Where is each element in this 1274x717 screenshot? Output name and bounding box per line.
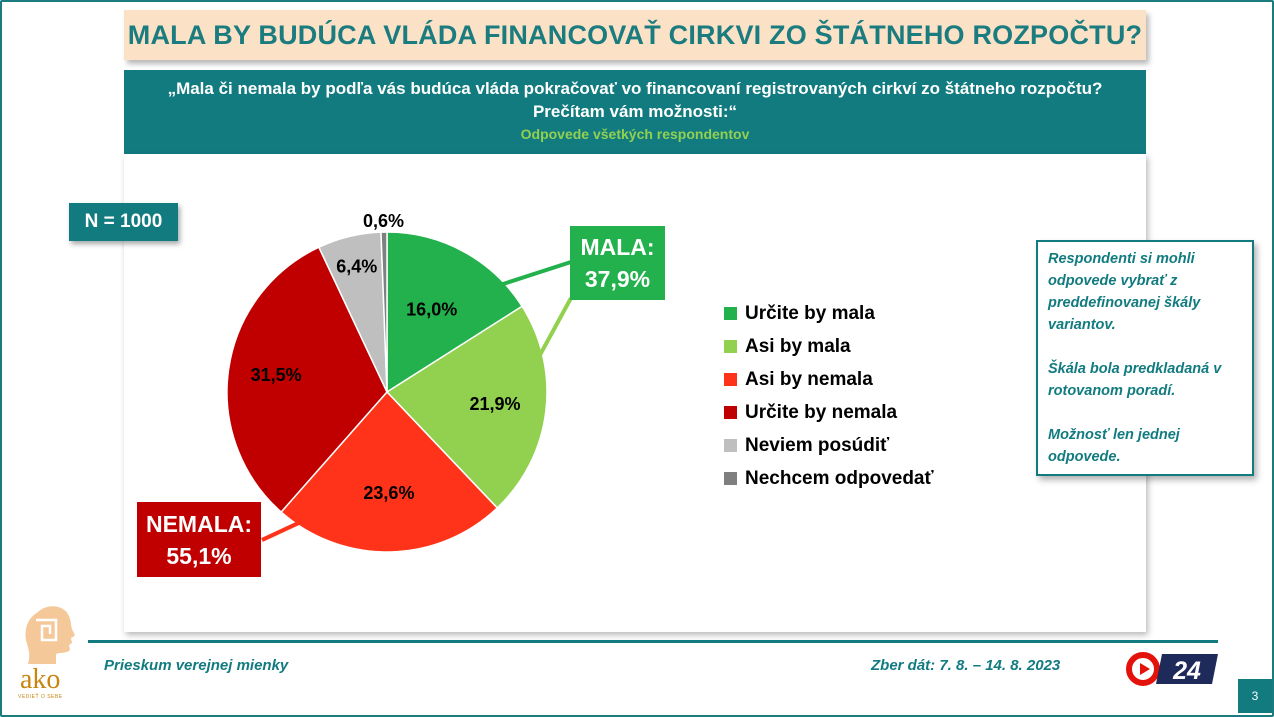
note-paragraph: Respondenti si mohli odpovede vybrať z p… xyxy=(1048,251,1201,333)
group-nemala-box: NEMALA: 55,1% xyxy=(137,502,261,577)
maze-icon xyxy=(36,618,58,642)
slice-asi-mala xyxy=(385,305,548,510)
legend-label: Asi by nemala xyxy=(745,368,873,390)
group-nemala-label: NEMALA: xyxy=(145,510,253,537)
slice-asi-nemala xyxy=(280,390,499,553)
footer-date-label: Zber dát: 7. 8. – 14. 8. 2023 xyxy=(871,657,1061,674)
ako-wordmark: ako xyxy=(20,664,60,695)
legend-label: Nechcem odpovedať xyxy=(745,467,934,489)
page-title: MALA BY BUDÚCA VLÁDA FINANCOVAŤ CIRKVI Z… xyxy=(127,19,1143,50)
slice-asi-mala-label: 21,9% xyxy=(469,394,520,414)
question-banner: „Mala či nemala by podľa vás budúca vlád… xyxy=(124,70,1146,154)
group-mala-label: MALA: xyxy=(580,234,655,260)
legend-label: Neviem posúdiť xyxy=(745,434,890,456)
connector-asi-mala-line xyxy=(496,297,573,433)
tv24-logo: 24 xyxy=(1126,652,1218,686)
note-paragraph: Možnosť len jednej odpovede. xyxy=(1048,427,1180,465)
legend-label: Asi by mala xyxy=(745,335,851,357)
slice-neviem-label: 6,4% xyxy=(336,256,377,276)
legend-swatch xyxy=(724,340,737,353)
methodology-note: Respondenti si mohli odpovede vybrať z p… xyxy=(1036,240,1254,476)
legend-label: Určite by mala xyxy=(745,302,875,324)
legend-label: Určite by nemala xyxy=(745,401,898,423)
legend-swatch xyxy=(724,406,737,419)
legend-swatch xyxy=(724,439,737,452)
legend-item: Nechcem odpovedať xyxy=(724,462,934,495)
slice-urcite-mala-label: 16,0% xyxy=(406,299,457,319)
group-mala-value: 37,9% xyxy=(584,266,651,292)
legend-swatch xyxy=(724,472,737,485)
legend-swatch xyxy=(724,307,737,320)
ring-icon xyxy=(1126,652,1160,686)
footer-survey-label: Prieskum verejnej mienky xyxy=(104,657,289,674)
ako-tagline: VEDIEŤ O SEBE xyxy=(18,692,63,700)
title-banner: MALA BY BUDÚCA VLÁDA FINANCOVAŤ CIRKVI Z… xyxy=(124,10,1146,60)
legend-item: Asi by nemala xyxy=(724,363,934,396)
note-paragraph: Škála bola predkladaná v rotovanom porad… xyxy=(1048,361,1222,399)
page-number: 3 xyxy=(1238,679,1272,713)
legend-item: Asi by mala xyxy=(724,330,934,363)
ako-logo: ako VEDIEŤ O SEBE xyxy=(18,606,75,700)
slice-urcite-nemala xyxy=(226,246,388,514)
play-icon xyxy=(1140,663,1150,675)
group-nemala-value: 55,1% xyxy=(166,542,232,569)
slice-asi-nemala-label: 23,6% xyxy=(363,483,414,503)
connector-nemala-line xyxy=(261,518,306,542)
head-silhouette-icon xyxy=(25,606,75,664)
base-text: Odpovede všetkých respondentov xyxy=(520,126,750,142)
group-mala-box: MALA: 37,9% xyxy=(570,226,665,300)
legend-swatch xyxy=(724,373,737,386)
legend-item: Určite by nemala xyxy=(724,396,934,429)
connector-mala-line xyxy=(499,260,572,287)
tv24-number: 24 xyxy=(1172,657,1201,685)
footer-divider xyxy=(88,640,1218,643)
tv24-badge xyxy=(1156,654,1218,684)
chart-legend: Určite by mala Asi by mala Asi by nemala… xyxy=(724,297,934,495)
legend-item: Určite by mala xyxy=(724,297,934,330)
slice-urcite-nemala-label: 31,5% xyxy=(251,365,302,385)
slice-nechcem-label: 0,6% xyxy=(363,211,404,231)
legend-item: Neviem posúdiť xyxy=(724,429,934,462)
question-text: „Mala či nemala by podľa vás budúca vlád… xyxy=(167,79,1103,121)
slice-urcite-mala xyxy=(386,231,524,394)
slice-nechcem xyxy=(380,231,388,393)
sample-size-badge: N = 1000 xyxy=(69,203,178,241)
